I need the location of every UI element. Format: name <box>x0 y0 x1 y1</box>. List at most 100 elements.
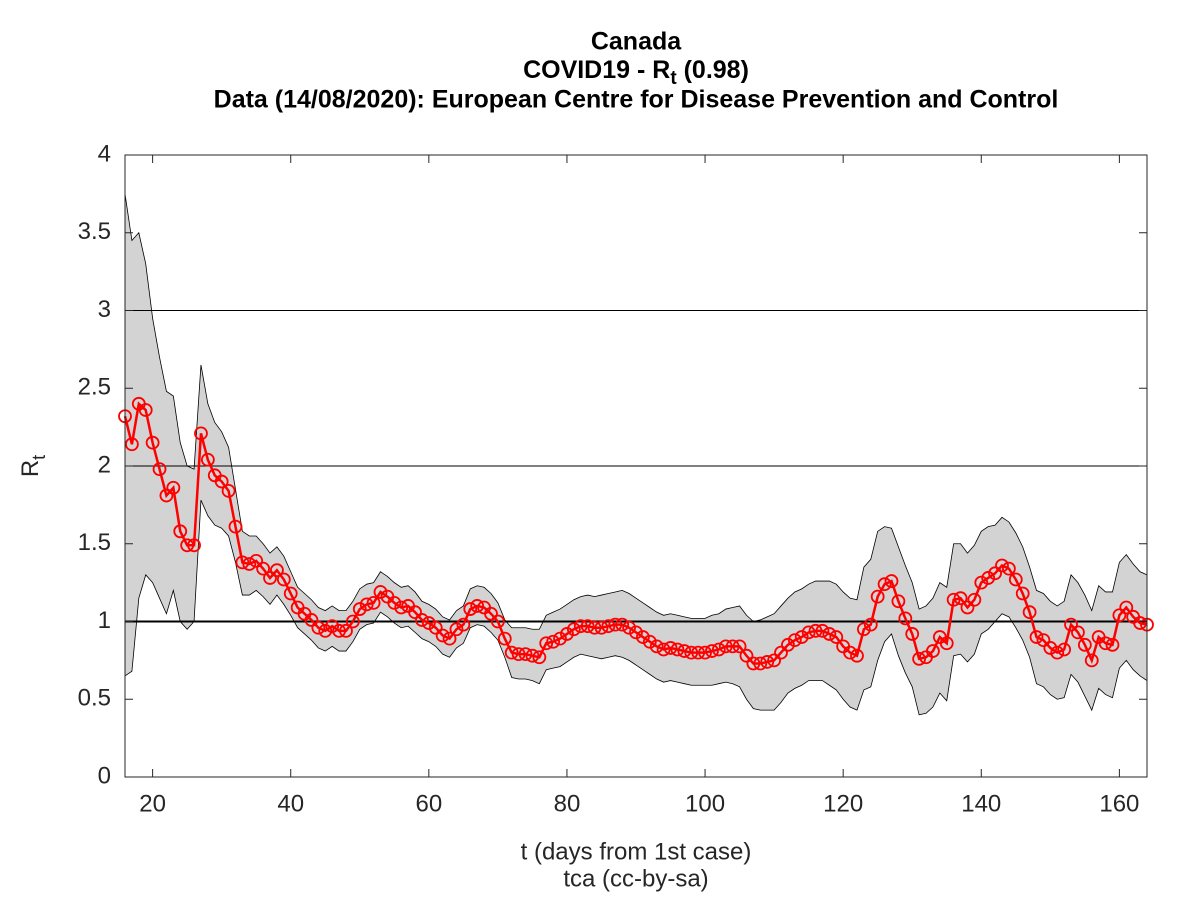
rt-marker <box>822 627 837 641</box>
rt-marker <box>594 620 609 635</box>
rt-marker <box>1036 633 1051 648</box>
rt-marker <box>843 645 857 660</box>
rt-marker <box>145 435 160 450</box>
rt-marker <box>718 639 733 654</box>
rt-marker <box>912 651 927 666</box>
rt-marker <box>850 648 864 663</box>
rt-marker <box>601 619 616 634</box>
rt-marker <box>339 623 353 638</box>
rt-marker <box>580 619 595 634</box>
rt-marker <box>194 426 208 441</box>
rt-marker <box>442 631 457 646</box>
rt-marker <box>981 571 996 585</box>
rt-marker <box>725 639 740 654</box>
rt-marker <box>325 619 340 634</box>
rt-marker <box>1064 617 1078 632</box>
rt-marker <box>352 602 367 616</box>
y-tick-label: 0 <box>98 762 111 789</box>
rt-marker <box>1022 605 1037 620</box>
rt-marker <box>801 625 816 640</box>
rt-marker <box>553 631 567 646</box>
rt-marker <box>815 623 830 638</box>
caption: tca (cc-by-sa) <box>563 865 708 892</box>
rt-marker <box>1057 642 1072 657</box>
rt-marker <box>415 613 429 627</box>
rt-marker <box>304 613 319 627</box>
rt-marker <box>629 625 643 640</box>
rt-marker <box>670 642 685 657</box>
rt-marker <box>587 620 602 635</box>
chart-subtitle: Data (14/08/2020): European Centre for D… <box>214 86 1059 114</box>
rt-marker <box>566 622 581 637</box>
y-tick-label: 1 <box>98 607 111 634</box>
rt-marker <box>1050 645 1065 660</box>
rt-marker <box>746 656 761 671</box>
chart-title: Canada <box>591 28 682 56</box>
rt-marker <box>939 636 954 651</box>
rt-marker <box>891 594 906 609</box>
x-tick-label: 60 <box>415 790 442 817</box>
y-tick-label: 3.5 <box>78 218 111 245</box>
rt-marker <box>573 619 588 634</box>
rt-marker <box>608 617 623 632</box>
rt-marker <box>870 589 885 604</box>
rt-marker <box>366 595 381 610</box>
rt-marker <box>359 597 374 612</box>
rt-marker <box>995 558 1009 573</box>
rt-marker <box>332 623 346 638</box>
rt-marker <box>1105 637 1120 652</box>
rt-marker <box>1077 637 1092 652</box>
rt-marker <box>808 623 823 638</box>
rt-marker <box>753 656 768 671</box>
y-tick-label: 4 <box>98 140 111 167</box>
rt-marker <box>456 617 471 632</box>
rt-marker <box>926 644 940 658</box>
rt-marker <box>787 633 802 648</box>
rt-marker <box>546 634 561 649</box>
rt-marker <box>511 647 526 662</box>
rt-marker <box>1015 586 1030 601</box>
rt-marker <box>166 480 181 495</box>
rt-marker <box>497 631 512 646</box>
rt-marker <box>794 630 809 644</box>
confidence-band <box>124 193 1148 716</box>
x-tick-label: 80 <box>554 790 581 817</box>
rt-marker <box>829 630 844 644</box>
rt-marker <box>642 634 657 649</box>
rt-marker <box>905 627 920 641</box>
rt-marker <box>760 655 775 669</box>
rt-marker <box>373 585 388 599</box>
rt-marker <box>691 645 706 660</box>
subtitle-part: (0.98) <box>677 56 749 84</box>
subtitle-subscript: t <box>670 68 677 89</box>
rt-marker <box>214 474 229 489</box>
rt-marker <box>504 645 519 660</box>
rt-marker <box>974 575 989 590</box>
rt-marker <box>1001 561 1016 576</box>
rt-marker <box>470 599 485 613</box>
rt-marker <box>622 620 636 635</box>
ylabel-subscript: t <box>29 455 49 460</box>
y-tick-label: 2.5 <box>78 374 111 401</box>
rt-marker <box>1133 616 1147 630</box>
rt-marker <box>684 645 699 660</box>
rt-marker <box>863 617 878 632</box>
rt-marker <box>180 538 195 553</box>
rt-marker <box>739 648 754 663</box>
rt-marker <box>732 639 747 654</box>
rt-marker <box>698 645 712 660</box>
rt-marker <box>1112 608 1127 623</box>
rt-marker <box>394 600 409 615</box>
rt-marker <box>767 653 782 668</box>
rt-marker <box>877 577 892 592</box>
chart-subtitle: COVID19 - Rt (0.98) <box>523 56 749 89</box>
rt-marker <box>428 620 443 635</box>
rt-marker <box>283 586 298 601</box>
rt-marker <box>953 591 968 606</box>
rt-marker <box>270 563 284 578</box>
rt-marker <box>221 483 236 498</box>
rt-marker <box>656 642 671 657</box>
rt-marker <box>711 642 726 657</box>
rt-marker <box>525 648 540 663</box>
rt-marker <box>276 572 291 587</box>
